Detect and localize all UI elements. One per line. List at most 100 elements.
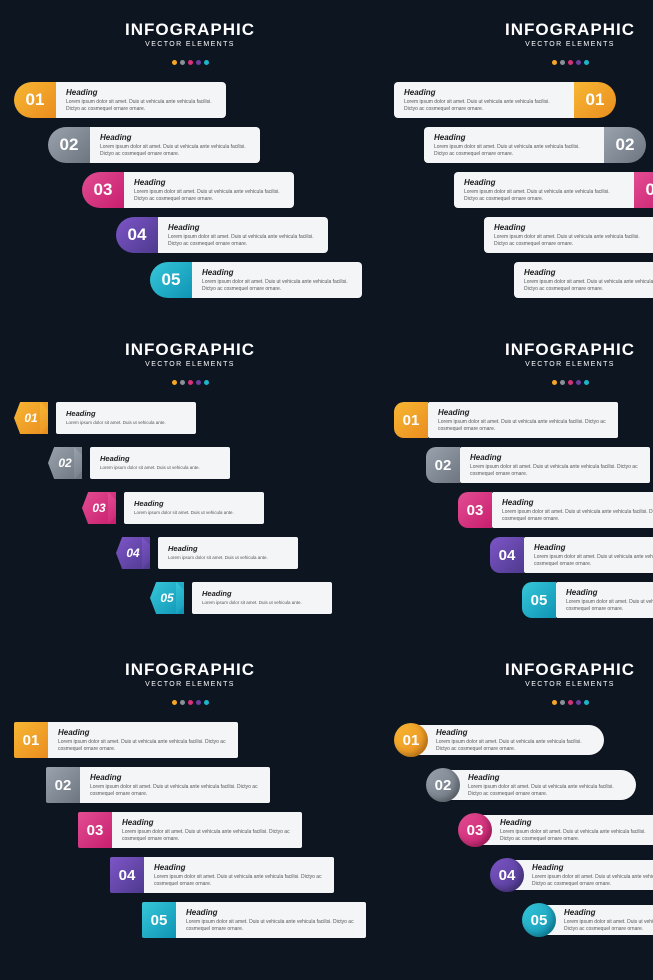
step-body: Lorem ipsum dolor sit amet. Duis ut vehi… (494, 234, 652, 248)
step-body: Lorem ipsum dolor sit amet. Duis ut vehi… (566, 599, 653, 613)
step-heading: Heading (470, 453, 640, 462)
step-number: 03 (458, 492, 492, 528)
step-card: HeadingLorem ipsum dolor sit amet. Duis … (90, 447, 230, 479)
palette-dot (584, 380, 589, 385)
step-row: HeadingLorem ipsum dolor sit amet. Duis … (424, 127, 646, 163)
step-row: 01HeadingLorem ipsum dolor sit amet. Dui… (394, 722, 653, 758)
palette-dot (584, 60, 589, 65)
step-row: 02HeadingLorem ipsum dolor sit amet. Dui… (48, 127, 366, 163)
step-heading: Heading (464, 178, 622, 187)
step-heading: Heading (438, 408, 608, 417)
step-row: 02 Heading Lorem ipsum dolor sit amet. Dui… (426, 767, 653, 803)
palette-dot (576, 380, 581, 385)
step-body: Lorem ipsum dolor sit amet. Duis ut vehi… (502, 509, 653, 523)
step-card: Heading Lorem ipsum dolor sit amet. Duis … (446, 770, 636, 800)
palette-dot (576, 700, 581, 705)
step-card: HeadingLorem ipsum dolor sit amet. Duis … (48, 722, 238, 758)
step-heading: Heading (168, 544, 288, 553)
step-body: Lorem ipsum dolor sit amet. Duis ut vehi… (438, 419, 608, 433)
palette-dot (188, 700, 193, 705)
step-row: HeadingLorem ipsum dolor sit amet. Duis … (394, 82, 616, 118)
palette-dots (14, 692, 366, 710)
step-number: 01 (14, 82, 56, 118)
step-body: Lorem ipsum dolor sit amet. Duis ut vehi… (468, 784, 626, 798)
step-row: Heading Lorem ipsum dolor sit amet. Duis … (514, 262, 653, 298)
step-heading: Heading (168, 223, 318, 232)
palette-dot (560, 60, 565, 65)
palette-dot (172, 60, 177, 65)
step-row: 03HeadingLorem ipsum dolor sit amet. Dui… (82, 172, 366, 208)
step-row: 05HeadingLorem ipsum dolor sit amet. Dui… (150, 262, 366, 298)
palette-dot (560, 700, 565, 705)
step-number-circle: 02 (426, 768, 460, 802)
step-heading: Heading (468, 773, 626, 782)
panel-subtitle: VECTOR ELEMENTS (14, 681, 366, 688)
panel-title: INFOGRAPHIC (394, 340, 653, 360)
panel-title: INFOGRAPHIC (14, 20, 366, 40)
step-row: 04HeadingLorem ipsum dolor sit amet. Dui… (490, 537, 653, 573)
step-card: HeadingLorem ipsum dolor sit amet. Duis … (510, 860, 653, 890)
step-row: 02HeadingLorem ipsum dolor sit amet. Dui… (48, 447, 366, 479)
step-card: Heading Lorem ipsum dolor sit amet. Duis … (460, 447, 650, 483)
step-heading: Heading (66, 88, 216, 97)
step-card: HeadingLorem ipsum dolor sit amet. Duis … (478, 815, 653, 845)
step-heading: Heading (202, 589, 322, 598)
step-row: 03HeadingLorem ipsum dolor sit amet. Dui… (458, 812, 653, 848)
palette-dot (196, 60, 201, 65)
palette-dots (394, 52, 653, 70)
step-body: Lorem ipsum dolor sit amet. Duis ut vehi… (500, 829, 653, 843)
step-row: 03HeadingLorem ipsum dolor sit amet. Dui… (78, 812, 366, 848)
step-body: Lorem ipsum dolor sit amet. Duis ut vehi… (202, 600, 322, 606)
step-row: 03HeadingLorem ipsum dolor sit amet. Dui… (82, 492, 366, 524)
step-card: Heading Lorem ipsum dolor sit amet. Duis … (428, 402, 618, 438)
panel-subtitle: VECTOR ELEMENTS (394, 41, 653, 48)
step-heading: Heading (524, 268, 653, 277)
step-number-circle: 03 (458, 813, 492, 847)
step-number: 02 (48, 447, 82, 479)
step-card: HeadingLorem ipsum dolor sit amet. Duis … (542, 905, 653, 935)
step-number-circle: 04 (490, 858, 524, 892)
palette-dot (172, 380, 177, 385)
step-card: Heading Lorem ipsum dolor sit amet. Duis … (556, 582, 653, 618)
step-number: 01 (394, 402, 428, 438)
step-heading: Heading (66, 409, 186, 418)
step-heading: Heading (436, 728, 594, 737)
step-card: Heading Lorem ipsum dolor sit amet. Duis … (56, 82, 226, 118)
panel-title: INFOGRAPHIC (394, 20, 653, 40)
palette-dot (204, 380, 209, 385)
step-row: 01 Heading Lorem ipsum dolor sit amet. Dui… (394, 402, 653, 438)
palette-dot (568, 380, 573, 385)
step-heading: Heading (186, 908, 356, 917)
step-row: 04HeadingLorem ipsum dolor sit amet. Dui… (490, 857, 653, 893)
step-row: 03HeadingLorem ipsum dolor sit amet. Dui… (458, 492, 653, 528)
steps-list: 01HeadingLorem ipsum dolor sit amet. Dui… (14, 402, 366, 614)
step-body: Lorem ipsum dolor sit amet. Duis ut vehi… (122, 829, 292, 843)
panel-subtitle: VECTOR ELEMENTS (14, 361, 366, 368)
palette-dot (196, 380, 201, 385)
step-row: 05HeadingLorem ipsum dolor sit amet. Dui… (142, 902, 366, 938)
palette-dot (196, 700, 201, 705)
step-heading: Heading (566, 588, 653, 597)
step-row: 01 Heading Lorem ipsum dolor sit amet. Dui… (14, 82, 366, 118)
step-body: Lorem ipsum dolor sit amet. Duis ut vehi… (134, 510, 254, 516)
step-number: 04 (110, 857, 144, 893)
step-body: Lorem ipsum dolor sit amet. Duis ut vehi… (534, 554, 653, 568)
step-body: Lorem ipsum dolor sit amet. Duis ut vehi… (66, 99, 216, 113)
step-body: Lorem ipsum dolor sit amet. Duis ut vehi… (436, 739, 594, 753)
step-number: 05 (150, 262, 192, 298)
step-heading: Heading (404, 88, 562, 97)
step-row: 04HeadingLorem ipsum dolor sit amet. Dui… (116, 217, 366, 253)
step-row: 02HeadingLorem ipsum dolor sit amet. Dui… (46, 767, 366, 803)
step-body: Lorem ipsum dolor sit amet. Duis ut vehi… (470, 464, 640, 478)
palette-dot (172, 700, 177, 705)
step-body: Lorem ipsum dolor sit amet. Duis ut vehi… (524, 279, 653, 293)
step-row: 05HeadingLorem ipsum dolor sit amet. Dui… (522, 582, 653, 618)
step-body: Lorem ipsum dolor sit amet. Duis ut vehi… (58, 739, 228, 753)
palette-dot (560, 380, 565, 385)
panel-subtitle: VECTOR ELEMENTS (14, 41, 366, 48)
step-card: Heading Lorem ipsum dolor sit amet. Duis … (514, 262, 653, 298)
step-card: HeadingLorem ipsum dolor sit amet. Duis … (192, 262, 362, 298)
step-card: HeadingLorem ipsum dolor sit amet. Duis … (90, 127, 260, 163)
step-card: HeadingLorem ipsum dolor sit amet. Duis … (492, 492, 653, 528)
panel-subtitle: VECTOR ELEMENTS (394, 681, 653, 688)
